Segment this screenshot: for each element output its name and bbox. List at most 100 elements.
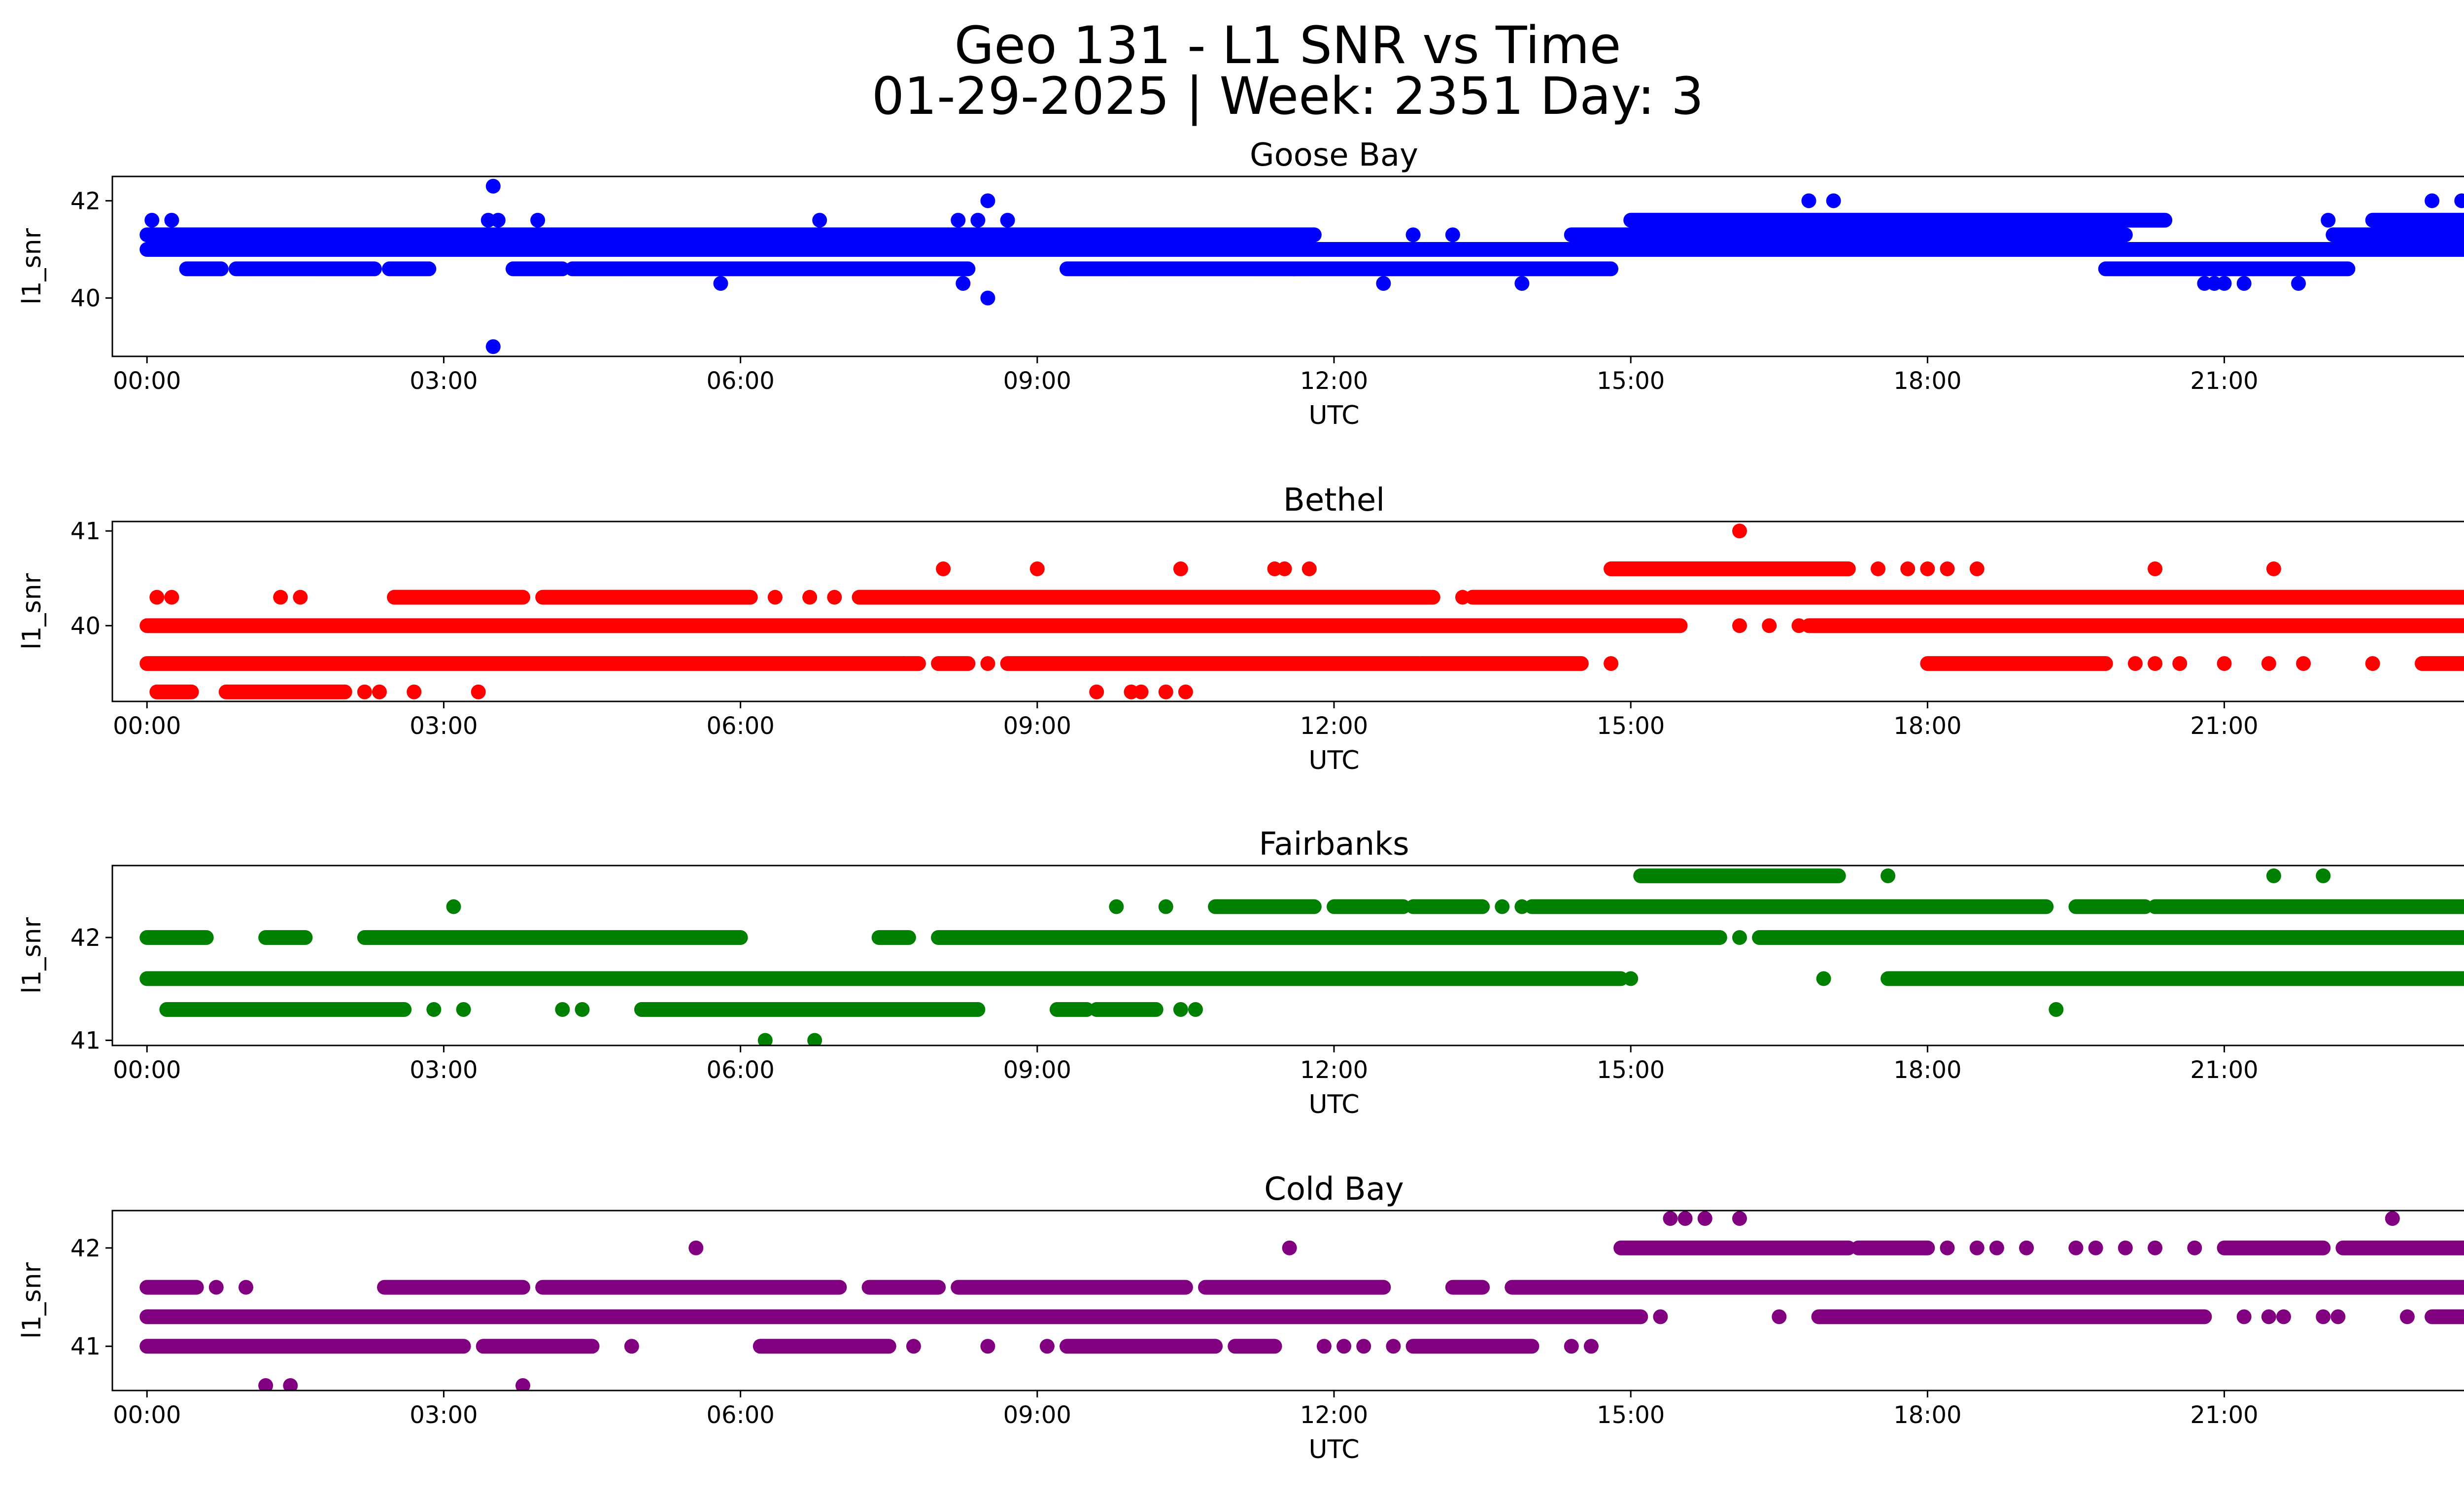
data-point: [1415, 656, 1431, 671]
data-point: [471, 684, 486, 699]
data-point: [485, 339, 501, 354]
data-point: [1495, 899, 1510, 914]
axes-frame: [111, 521, 2464, 702]
data-point: [490, 212, 506, 228]
data-point: [2172, 656, 2188, 671]
y-tick-label: 42: [70, 187, 101, 215]
data-point: [1282, 1240, 1297, 1255]
data-point: [273, 590, 288, 605]
data-point: [144, 212, 160, 228]
x-axis-label: UTC: [1308, 746, 1359, 775]
x-tick-label: 21:00: [2190, 712, 2258, 740]
x-tick-label: 06:00: [706, 1401, 774, 1429]
data-point: [2148, 656, 2163, 671]
data-point: [2088, 1240, 2103, 1255]
subplot-1: Bethel 00:00 03:00 06:00 09:00 12:00 15:00 18:0…: [17, 482, 2464, 775]
y-axis-label: l1_snr: [17, 228, 47, 305]
data-point: [906, 1339, 921, 1354]
data-point: [1697, 1211, 1712, 1226]
data-point: [767, 590, 783, 605]
data-point: [1356, 1339, 1371, 1354]
data-point: [2236, 276, 2252, 291]
data-point: [1732, 930, 1747, 945]
y-tick-label: 42: [70, 1235, 101, 1262]
x-tick-label: 21:00: [2190, 1401, 2258, 1429]
data-point: [357, 684, 372, 699]
y-axis-label: l1_snr: [17, 573, 47, 650]
data-point: [2385, 1211, 2400, 1226]
data-point: [1039, 1339, 1055, 1354]
y-tick-label: 42: [70, 924, 101, 952]
x-tick-label: 15:00: [1597, 1056, 1665, 1084]
data-point: [2068, 1240, 2084, 1255]
data-point: [2321, 212, 2336, 228]
x-tick-label: 15:00: [1597, 367, 1665, 395]
y-axis-label: l1_snr: [17, 917, 47, 994]
data-point: [1514, 276, 1530, 291]
data-point: [980, 290, 995, 306]
data-point: [1583, 1339, 1599, 1354]
data-point: [2425, 193, 2440, 209]
data-point: [2316, 868, 2331, 883]
data-point: [164, 212, 179, 228]
data-series: [139, 178, 2464, 354]
data-point: [2454, 193, 2464, 209]
x-tick-label: 09:00: [1003, 1056, 1071, 1084]
x-tick-label: 03:00: [410, 1056, 478, 1084]
data-point: [1158, 899, 1173, 914]
subplot-title: Fairbanks: [1259, 826, 1409, 863]
x-tick-label: 12:00: [1300, 712, 1368, 740]
data-point: [1277, 561, 1292, 577]
data-point: [1881, 868, 1896, 883]
data-point: [258, 1378, 274, 1391]
data-point: [1940, 561, 1955, 577]
x-tick-label: 15:00: [1597, 1401, 1665, 1429]
data-point: [1653, 1309, 1668, 1324]
data-point: [1336, 1339, 1352, 1354]
data-point: [485, 178, 501, 194]
figure-title-line2: 01-29-2025 | Week: 2351 Day: 3: [871, 66, 1704, 126]
data-point: [2187, 1240, 2202, 1255]
x-tick-label: 18:00: [1893, 1401, 1961, 1429]
data-point: [208, 1280, 224, 1295]
x-tick-label: 12:00: [1300, 1401, 1368, 1429]
data-series: [139, 523, 2464, 699]
x-tick-label: 03:00: [410, 367, 478, 395]
data-point: [2316, 1309, 2331, 1324]
data-point: [1178, 684, 1193, 699]
data-point: [812, 212, 827, 228]
data-point: [757, 1033, 773, 1045]
data-point: [1301, 561, 1317, 577]
data-point: [956, 276, 971, 291]
data-point: [802, 590, 818, 605]
data-point: [575, 1002, 590, 1017]
data-point: [446, 899, 461, 914]
x-tick-label: 06:00: [706, 1056, 774, 1084]
data-point: [1000, 212, 1015, 228]
data-point: [2261, 656, 2276, 671]
data-point: [2236, 1309, 2252, 1324]
x-tick-label: 00:00: [113, 1401, 181, 1429]
data-series: [139, 1211, 2464, 1391]
data-point: [2148, 561, 2163, 577]
data-point: [2118, 1240, 2133, 1255]
x-tick-label: 00:00: [113, 1056, 181, 1084]
data-point: [713, 276, 728, 291]
data-point: [827, 590, 842, 605]
data-point: [624, 1339, 639, 1354]
data-point: [807, 1033, 822, 1045]
data-point: [456, 1002, 471, 1017]
y-tick-label: 41: [70, 1027, 101, 1055]
data-point: [1455, 590, 1470, 605]
data-point: [2291, 276, 2306, 291]
data-point: [1791, 618, 1807, 633]
figure-title-line1: Geo 131 - L1 SNR vs Time: [954, 15, 1621, 75]
x-tick-label: 03:00: [410, 1401, 478, 1429]
data-point: [1732, 1211, 1747, 1226]
x-tick-label: 03:00: [410, 712, 478, 740]
x-tick-label: 06:00: [706, 712, 774, 740]
data-point: [1445, 227, 1460, 243]
data-point: [1826, 193, 1841, 209]
data-point: [1801, 193, 1816, 209]
